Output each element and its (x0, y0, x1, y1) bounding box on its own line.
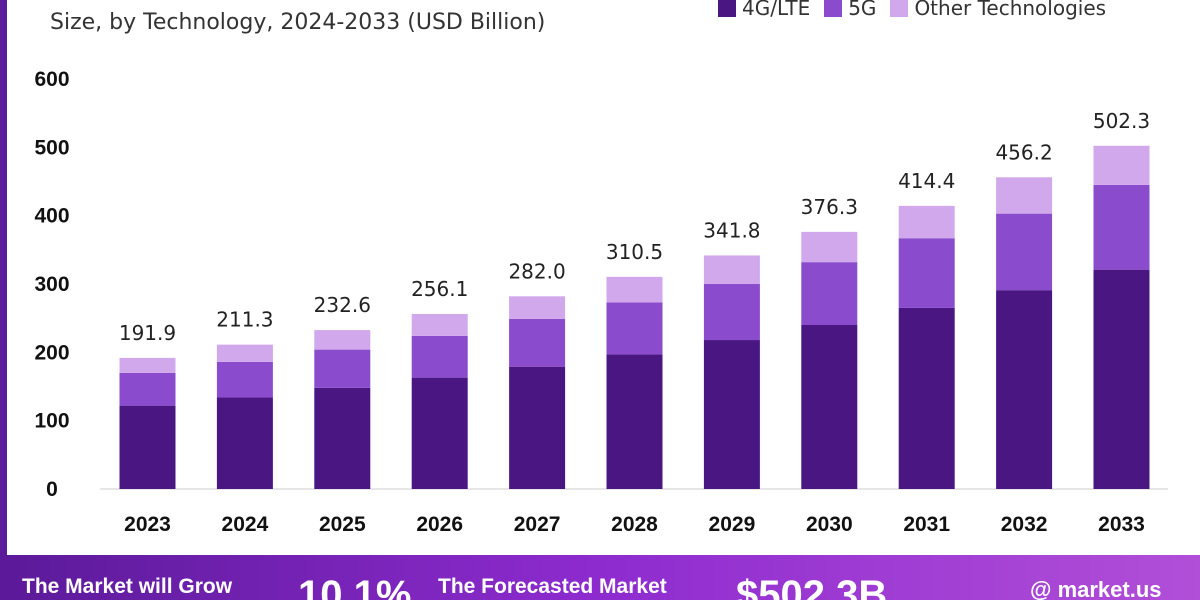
bar-segment-5g (119, 372, 176, 406)
bar-segment-5g (801, 262, 858, 326)
bar-segment-4g-lte (996, 290, 1053, 489)
bar-total-label: 376.3 (801, 195, 858, 219)
y-tick-label: 500 (34, 136, 69, 159)
chart-subtitle: Size, by Technology, 2024-2033 (USD Bill… (50, 10, 546, 35)
banner-forecast-text: The Forecasted Market (438, 575, 667, 598)
y-tick-label: 600 (34, 68, 69, 91)
footer-banner: The Market will Grow 10.1% The Forecaste… (0, 555, 1200, 600)
x-tick-label: 2031 (903, 513, 950, 536)
bar-total-label: 456.2 (995, 140, 1052, 164)
bar-segment-other (314, 330, 371, 350)
banner-forecast-value: $502.3B (736, 573, 888, 600)
y-tick-label: 100 (34, 410, 69, 433)
bar-segment-4g-lte (1093, 269, 1150, 489)
bar-segment-4g-lte (898, 307, 955, 489)
bar-segment-5g (509, 318, 566, 367)
legend-swatch-4g-lte (718, 0, 736, 17)
x-tick-label: 2029 (709, 513, 756, 536)
x-tick-label: 2027 (514, 513, 561, 536)
x-tick-label: 2030 (806, 513, 853, 536)
bar-segment-4g-lte (509, 366, 566, 489)
legend-label-4g-lte: 4G/LTE (742, 0, 811, 20)
bar-segment-5g (606, 302, 663, 355)
bar-segment-5g (996, 213, 1053, 291)
stacked-bar-chart: 0 100 200 300 400 500 600 191.9 2023 211.3 2024 232… (34, 68, 1168, 536)
bar-segment-5g (1093, 184, 1150, 270)
bar-segment-other (703, 255, 760, 285)
bar-segment-4g-lte (216, 397, 273, 489)
x-tick-label: 2032 (1001, 513, 1048, 536)
bar-total-label: 232.6 (314, 293, 371, 317)
bar-segment-4g-lte (119, 405, 176, 489)
legend-item-other: Other Technologies (890, 0, 1106, 20)
bar-total-label: 310.5 (606, 240, 663, 264)
bar-segment-other (119, 357, 176, 373)
banner-brand: @ market.us (1030, 577, 1162, 600)
y-tick-label: 400 (34, 205, 69, 228)
x-tick-label: 2026 (416, 513, 463, 536)
legend-label-other: Other Technologies (914, 0, 1107, 20)
legend-item-5g: 5G (824, 0, 876, 20)
bar-total-label: 211.3 (216, 308, 273, 332)
bar-segment-other (996, 177, 1053, 214)
legend: 4G/LTE 5G Other Technologies (718, 0, 1106, 20)
x-tick-label: 2025 (319, 513, 366, 536)
bar-segment-5g (898, 238, 955, 308)
y-tick-label: 200 (34, 341, 69, 364)
bar-segment-other (606, 276, 663, 303)
x-tick-label: 2023 (124, 513, 171, 536)
y-tick-label: 0 (46, 478, 58, 501)
bar-segment-other (1093, 145, 1150, 185)
banner-grow-text: The Market will Grow (22, 575, 233, 598)
bar-total-label: 341.8 (703, 218, 760, 242)
bar-segment-5g (314, 349, 371, 388)
bar-total-label: 256.1 (411, 277, 468, 301)
bar-segment-other (898, 205, 955, 239)
banner-cagr: 10.1% (298, 573, 412, 600)
bar-segment-5g (216, 361, 273, 398)
legend-item-4g-lte: 4G/LTE (718, 0, 810, 20)
y-tick-label: 300 (34, 273, 69, 296)
bar-segment-4g-lte (703, 340, 760, 489)
bar-segment-4g-lte (801, 325, 858, 489)
bar-total-label: 282.0 (508, 259, 565, 283)
bar-segment-other (801, 231, 858, 263)
legend-swatch-5g (824, 0, 843, 17)
bar-segment-other (216, 344, 273, 362)
bar-segment-other (509, 296, 566, 319)
bar-total-label: 191.9 (119, 321, 176, 345)
x-tick-label: 2028 (611, 513, 658, 536)
bar-total-label: 502.3 (1093, 109, 1150, 133)
bar-segment-4g-lte (314, 387, 371, 489)
bar-segment-4g-lte (606, 354, 663, 489)
x-tick-label: 2033 (1098, 513, 1145, 536)
x-tick-label: 2024 (222, 513, 269, 536)
bar-segment-5g (703, 284, 760, 341)
bar-segment-4g-lte (411, 377, 468, 489)
bar-segment-other (411, 314, 468, 336)
bar-segment-5g (411, 335, 468, 378)
bar-total-label: 414.4 (898, 169, 955, 193)
legend-swatch-other (890, 0, 909, 17)
left-border (0, 0, 7, 600)
legend-label-5g: 5G (848, 0, 877, 20)
